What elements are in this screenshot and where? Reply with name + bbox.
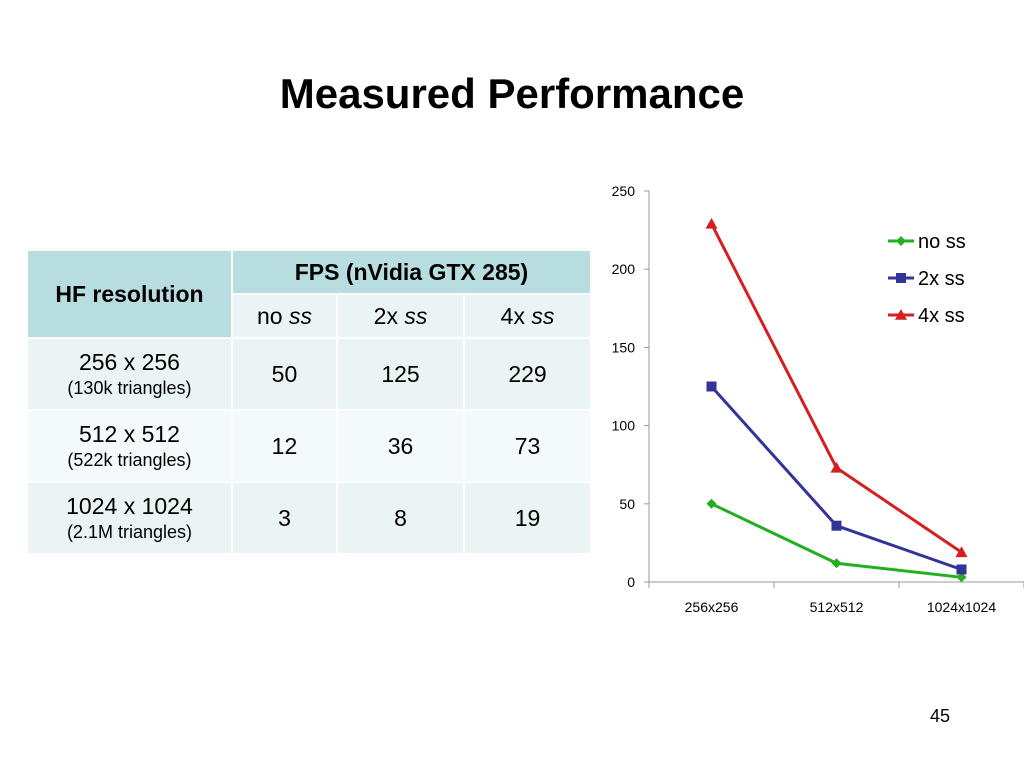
y-tick-label: 200 <box>612 261 636 277</box>
legend-marker <box>896 236 906 246</box>
data-point <box>705 217 718 229</box>
data-point <box>831 558 842 569</box>
subheader-no-ss: no ss <box>230 293 339 339</box>
table-subheader-row: no ss 2x ss 4x ss <box>27 293 592 339</box>
subheader-2x-ss: 2x ss <box>336 293 465 339</box>
data-point <box>955 546 968 558</box>
performance-table: HF resolution FPS (nVidia GTX 285) no ss… <box>26 249 593 555</box>
legend-marker <box>895 309 907 320</box>
triangle-count: (522k triangles) <box>67 450 192 470</box>
fps-line-chart: 0 50 100 150 200 250 256x256 512x512 1024x1024 no… <box>612 183 1024 615</box>
subheader-4x-ss: 4x ss <box>463 293 592 339</box>
page-number: 45 <box>930 706 951 726</box>
fps-value: 3 <box>230 481 339 555</box>
slide-title: Measured Performance <box>279 70 745 117</box>
fps-value: 125 <box>336 337 465 411</box>
y-tick-label: 50 <box>619 496 635 512</box>
resolution-label: 512 x 512 <box>78 421 180 447</box>
legend-label: no ss <box>918 231 966 253</box>
data-point <box>830 461 843 473</box>
table-header-row: HF resolution FPS (nVidia GTX 285) <box>26 249 593 339</box>
header-hf-resolution: HF resolution <box>26 249 233 339</box>
y-tick-label: 0 <box>627 574 635 590</box>
resolution-cell: 256 x 256 (130k triangles) <box>26 337 233 411</box>
fps-value: 19 <box>463 481 592 555</box>
series-line <box>710 385 962 571</box>
x-tick-label: 1024x1024 <box>927 599 997 615</box>
table-row: 1024 x 1024 (2.1M triangles) 3 8 19 <box>26 481 592 555</box>
fps-value: 73 <box>463 409 592 483</box>
triangle-count: (2.1M triangles) <box>66 522 192 542</box>
legend-marker <box>896 273 906 283</box>
data-point <box>831 520 842 531</box>
resolution-cell: 512 x 512 (522k triangles) <box>26 409 233 483</box>
legend-label: 2x ss <box>918 268 965 290</box>
header-fps-group: FPS (nVidia GTX 285) <box>230 249 593 295</box>
table-row: 256 x 256 (130k triangles) 50 125 229 <box>26 337 592 411</box>
fps-value: 50 <box>230 337 339 411</box>
resolution-cell: 1024 x 1024 (2.1M triangles) <box>26 481 233 555</box>
x-tick-label: 512x512 <box>810 599 864 615</box>
data-point <box>956 564 967 575</box>
table-row: 512 x 512 (522k triangles) 12 36 73 <box>26 409 592 483</box>
x-tick-label: 256x256 <box>685 599 739 615</box>
data-point <box>706 498 717 509</box>
fps-value: 8 <box>336 481 465 555</box>
data-point <box>956 572 967 583</box>
data-point <box>706 381 717 392</box>
y-tick-label: 150 <box>612 339 636 355</box>
y-tick-label: 250 <box>612 183 636 199</box>
triangle-count: (130k triangles) <box>67 378 192 398</box>
fps-value: 36 <box>336 409 465 483</box>
resolution-label: 1024 x 1024 <box>66 493 193 519</box>
fps-value: 229 <box>463 337 592 411</box>
y-tick-label: 100 <box>612 418 636 434</box>
resolution-label: 256 x 256 <box>78 349 180 375</box>
fps-value: 12 <box>230 409 339 483</box>
legend-label: 4x ss <box>918 305 965 327</box>
